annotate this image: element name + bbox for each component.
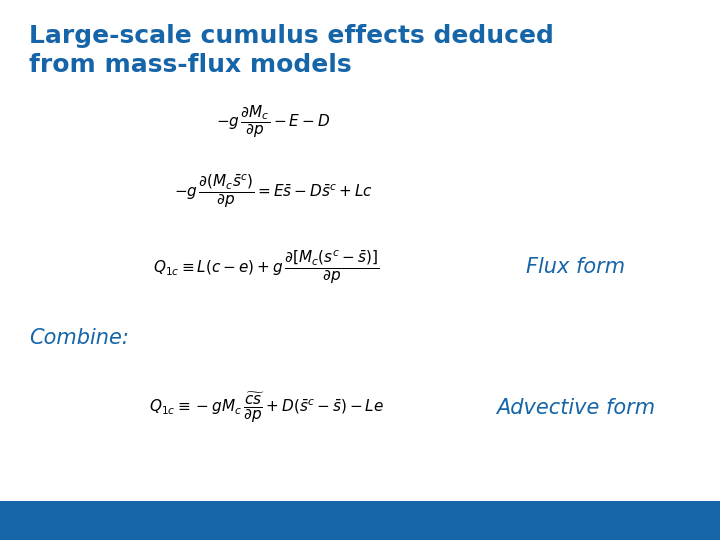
Text: Flux form: Flux form (526, 257, 626, 278)
Text: $Q_{1c} \equiv -gM_c\,\dfrac{\widetilde{cs}}{\partial p} + D(\bar{s}^c - \bar{s}: $Q_{1c} \equiv -gM_c\,\dfrac{\widetilde{… (149, 390, 384, 425)
Text: Large-scale cumulus effects deduced
from mass-flux models: Large-scale cumulus effects deduced from… (29, 24, 554, 77)
Text: Advective form: Advective form (496, 397, 656, 418)
Text: Combine:: Combine: (29, 327, 129, 348)
Text: NWP Training Course Convection II: The IFS scheme: NWP Training Course Convection II: The I… (22, 516, 344, 525)
Text: ECMWF: ECMWF (596, 514, 664, 528)
Text: Slide 13: Slide 13 (443, 516, 493, 525)
Text: $Q_{1c} \equiv L(c-e) + g\,\dfrac{\partial\left[M_c(s^c - \bar{s})\right]}{\part: $Q_{1c} \equiv L(c-e) + g\,\dfrac{\parti… (153, 248, 379, 286)
Text: $-g\,\dfrac{\partial M_c}{\partial p} - E - D$: $-g\,\dfrac{\partial M_c}{\partial p} - … (217, 103, 330, 140)
Text: $-g\,\dfrac{\partial \left(M_c \bar{s}^c\right)}{\partial p} = E\bar{s} - D\bar{: $-g\,\dfrac{\partial \left(M_c \bar{s}^c… (174, 173, 373, 211)
